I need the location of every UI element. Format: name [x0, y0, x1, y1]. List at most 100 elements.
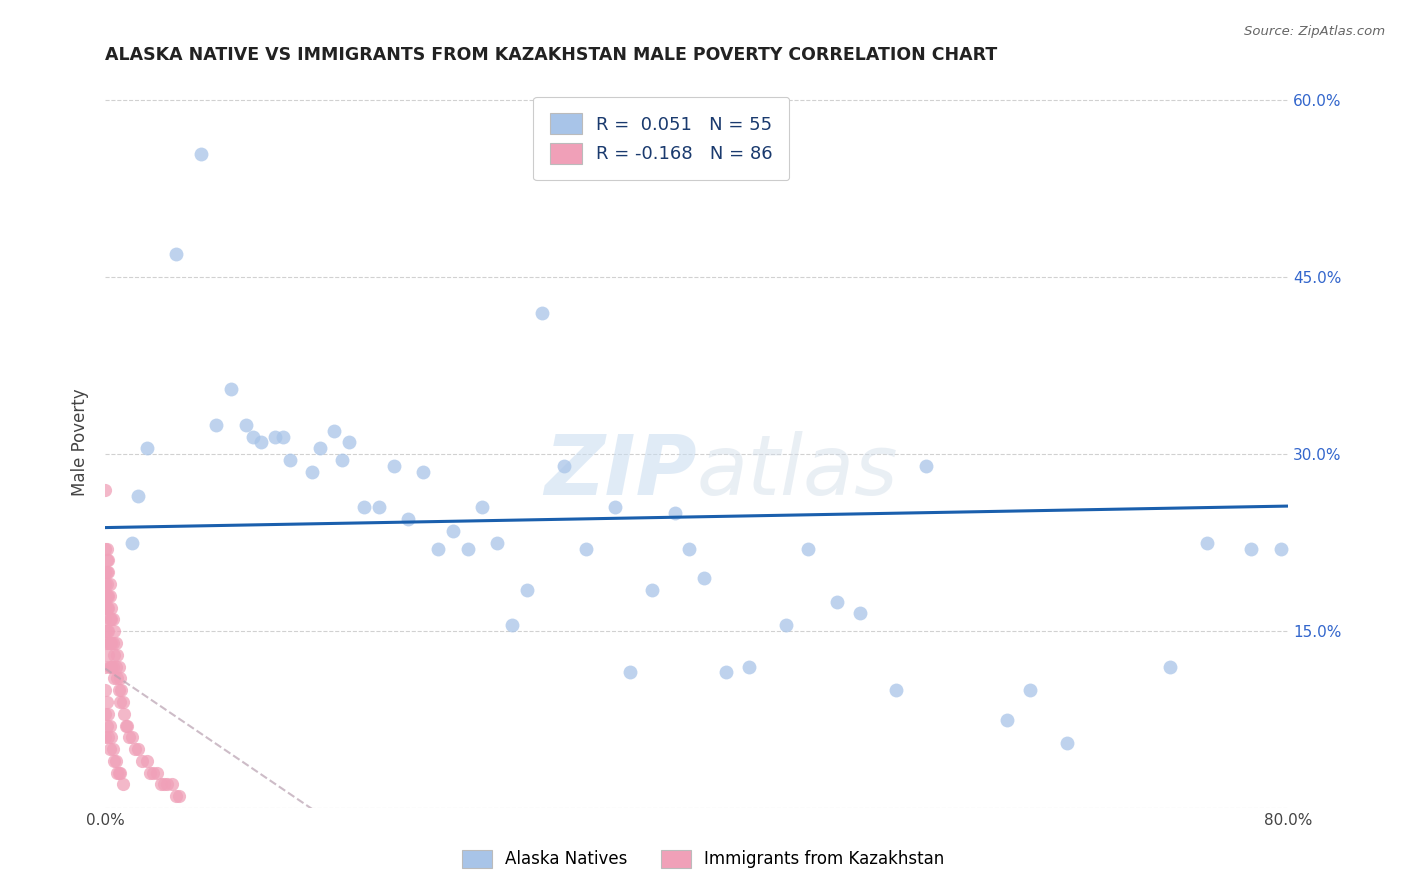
Point: [97, 553, 120, 567]
Point: [530, 306, 553, 320]
Point: [94, 659, 117, 673]
Point: [103, 671, 125, 685]
Point: [827, 595, 849, 609]
Point: [516, 582, 538, 597]
Point: [94, 565, 117, 579]
Point: [97, 706, 120, 721]
Point: [619, 665, 641, 680]
Point: [353, 500, 375, 515]
Point: [330, 453, 353, 467]
Point: [98, 636, 121, 650]
Point: [96, 589, 118, 603]
Point: [101, 636, 124, 650]
Point: [96, 541, 118, 556]
Point: [96, 565, 118, 579]
Point: [108, 765, 131, 780]
Point: [205, 417, 228, 432]
Point: [105, 765, 128, 780]
Point: [153, 777, 176, 791]
Point: [100, 659, 122, 673]
Point: [160, 777, 183, 791]
Point: [135, 754, 157, 768]
Point: [115, 718, 138, 732]
Point: [111, 777, 134, 791]
Point: [664, 506, 686, 520]
Point: [107, 765, 129, 780]
Point: [605, 500, 627, 515]
Point: [441, 524, 464, 538]
Point: [101, 612, 124, 626]
Point: [100, 636, 122, 650]
Point: [97, 648, 120, 662]
Point: [107, 659, 129, 673]
Text: atlas: atlas: [697, 431, 898, 512]
Point: [121, 535, 143, 549]
Legend: Alaska Natives, Immigrants from Kazakhstan: Alaska Natives, Immigrants from Kazakhst…: [453, 841, 953, 877]
Y-axis label: Male Poverty: Male Poverty: [72, 389, 89, 496]
Point: [94, 600, 117, 615]
Point: [97, 600, 120, 615]
Point: [103, 648, 125, 662]
Point: [127, 489, 149, 503]
Point: [97, 589, 120, 603]
Point: [96, 718, 118, 732]
Point: [103, 624, 125, 639]
Point: [575, 541, 598, 556]
Point: [96, 600, 118, 615]
Point: [105, 648, 128, 662]
Point: [737, 659, 759, 673]
Point: [716, 665, 738, 680]
Point: [94, 636, 117, 650]
Point: [886, 683, 908, 698]
Point: [396, 512, 419, 526]
Point: [117, 718, 139, 732]
Text: ALASKA NATIVE VS IMMIGRANTS FROM KAZAKHSTAN MALE POVERTY CORRELATION CHART: ALASKA NATIVE VS IMMIGRANTS FROM KAZAKHS…: [105, 46, 997, 64]
Point: [915, 458, 938, 473]
Point: [100, 731, 122, 745]
Point: [775, 618, 797, 632]
Point: [271, 429, 294, 443]
Legend: R =  0.051   N = 55, R = -0.168   N = 86: R = 0.051 N = 55, R = -0.168 N = 86: [533, 97, 789, 180]
Point: [323, 424, 346, 438]
Point: [165, 247, 187, 261]
Point: [301, 465, 323, 479]
Point: [1159, 659, 1181, 673]
Point: [486, 535, 509, 549]
Point: [367, 500, 389, 515]
Point: [96, 577, 118, 591]
Point: [308, 442, 330, 456]
Point: [94, 577, 117, 591]
Point: [100, 612, 122, 626]
Point: [98, 659, 121, 673]
Point: [141, 765, 163, 780]
Point: [98, 612, 121, 626]
Point: [98, 742, 121, 756]
Point: [101, 659, 124, 673]
Point: [249, 435, 271, 450]
Point: [382, 458, 405, 473]
Point: [94, 683, 117, 698]
Point: [94, 706, 117, 721]
Point: [94, 483, 117, 497]
Point: [693, 571, 716, 585]
Point: [150, 777, 173, 791]
Point: [235, 417, 257, 432]
Point: [107, 683, 129, 698]
Point: [135, 442, 157, 456]
Point: [96, 624, 118, 639]
Point: [110, 683, 132, 698]
Point: [678, 541, 700, 556]
Point: [337, 435, 360, 450]
Point: [190, 146, 212, 161]
Point: [131, 754, 153, 768]
Point: [1240, 541, 1263, 556]
Point: [127, 742, 149, 756]
Point: [108, 671, 131, 685]
Point: [471, 500, 494, 515]
Text: ZIP: ZIP: [544, 431, 697, 512]
Point: [98, 577, 121, 591]
Point: [118, 731, 141, 745]
Point: [96, 695, 118, 709]
Point: [94, 541, 117, 556]
Point: [264, 429, 287, 443]
